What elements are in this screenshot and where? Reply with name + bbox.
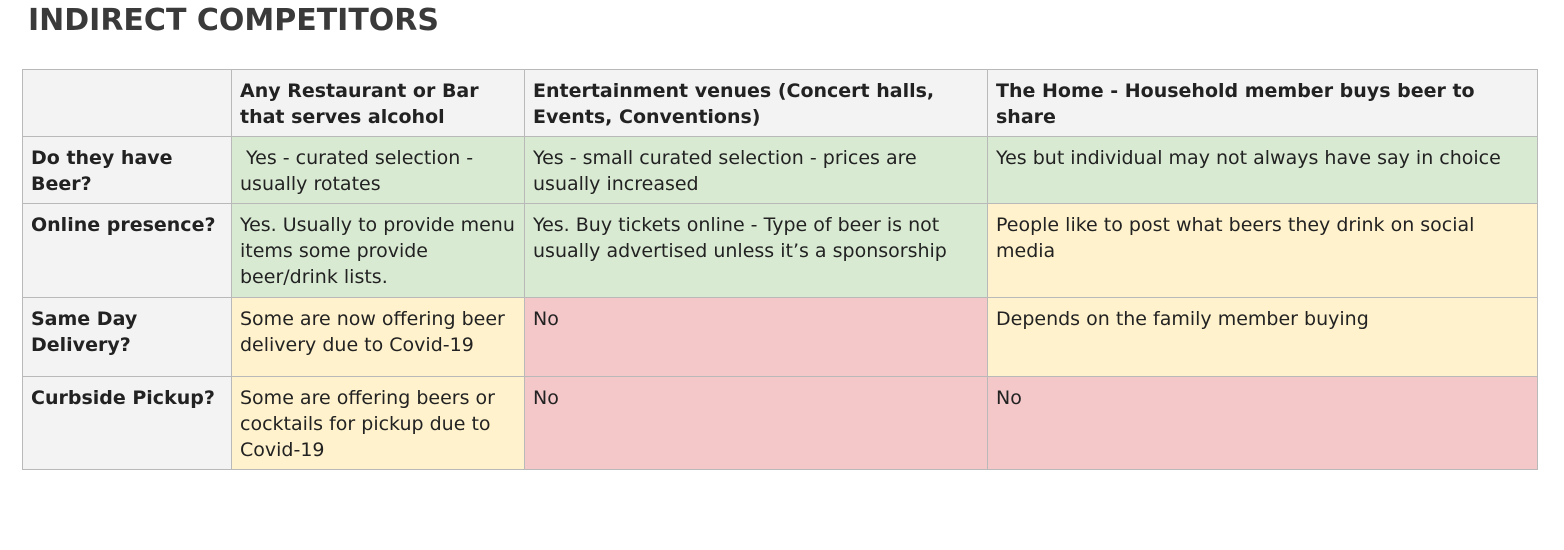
row-header-curbside-pickup: Curbside Pickup? [22, 376, 232, 470]
row-header-online-presence: Online presence? [22, 203, 232, 298]
table-cell: Yes - small curated selection - prices a… [524, 136, 988, 204]
table-cell: Yes. Buy tickets online - Type of beer i… [524, 203, 988, 298]
table-cell: No [524, 297, 988, 377]
table-cell: No [524, 376, 988, 470]
competitor-table: Any Restaurant or Bar that serves alcoho… [22, 69, 1538, 470]
table-corner-cell [22, 69, 232, 137]
table-row: Same Day Delivery? Some are now offering… [22, 297, 1538, 377]
row-header-beer: Do they have Beer? [22, 136, 232, 204]
row-header-same-day-delivery: Same Day Delivery? [22, 297, 232, 377]
table-row: Do they have Beer? Yes - curated selecti… [22, 136, 1538, 204]
page-title: INDIRECT COMPETITORS [28, 3, 440, 38]
table-cell: Yes - curated selection - usually rotate… [231, 136, 525, 204]
column-header-restaurant-bar: Any Restaurant or Bar that serves alcoho… [231, 69, 525, 137]
column-header-entertainment-venues: Entertainment venues (Concert halls, Eve… [524, 69, 988, 137]
table-cell: People like to post what beers they drin… [987, 203, 1538, 298]
table-cell: Some are now offering beer delivery due … [231, 297, 525, 377]
table-row: Online presence? Yes. Usually to provide… [22, 203, 1538, 298]
table-cell: Depends on the family member buying [987, 297, 1538, 377]
table-cell: Yes but individual may not always have s… [987, 136, 1538, 204]
table-cell: No [987, 376, 1538, 470]
table-cell: Some are offering beers or cocktails for… [231, 376, 525, 470]
table-header-row: Any Restaurant or Bar that serves alcoho… [22, 69, 1538, 137]
column-header-the-home: The Home - Household member buys beer to… [987, 69, 1538, 137]
table-cell: Yes. Usually to provide menu items some … [231, 203, 525, 298]
table-row: Curbside Pickup? Some are offering beers… [22, 376, 1538, 470]
